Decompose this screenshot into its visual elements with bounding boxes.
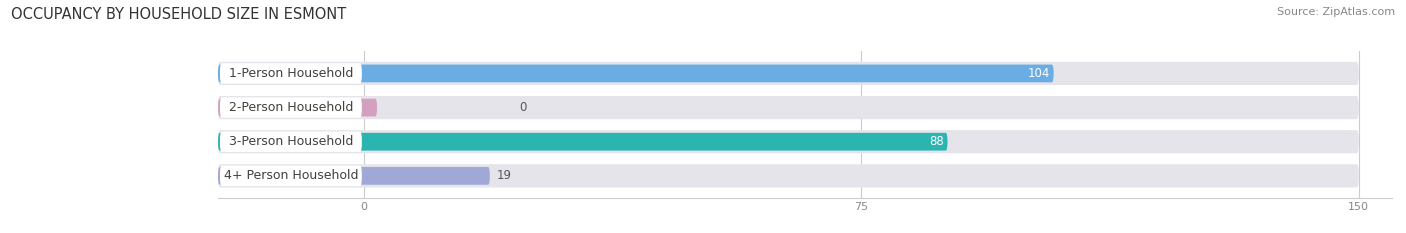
- FancyBboxPatch shape: [218, 130, 1358, 153]
- Text: 2-Person Household: 2-Person Household: [229, 101, 353, 114]
- Text: 1-Person Household: 1-Person Household: [229, 67, 353, 80]
- Text: 19: 19: [496, 169, 512, 182]
- FancyBboxPatch shape: [219, 97, 361, 118]
- FancyBboxPatch shape: [218, 99, 377, 116]
- FancyBboxPatch shape: [218, 62, 1358, 85]
- FancyBboxPatch shape: [218, 96, 1358, 119]
- FancyBboxPatch shape: [218, 65, 1053, 82]
- Text: Source: ZipAtlas.com: Source: ZipAtlas.com: [1277, 7, 1395, 17]
- FancyBboxPatch shape: [218, 164, 1358, 188]
- FancyBboxPatch shape: [219, 131, 361, 152]
- Text: 3-Person Household: 3-Person Household: [229, 135, 353, 148]
- Text: 0: 0: [520, 101, 527, 114]
- Text: 88: 88: [929, 135, 945, 148]
- Text: 4+ Person Household: 4+ Person Household: [224, 169, 359, 182]
- FancyBboxPatch shape: [219, 63, 361, 84]
- FancyBboxPatch shape: [218, 167, 489, 185]
- FancyBboxPatch shape: [219, 166, 361, 186]
- Text: 104: 104: [1028, 67, 1050, 80]
- FancyBboxPatch shape: [218, 133, 948, 151]
- Text: OCCUPANCY BY HOUSEHOLD SIZE IN ESMONT: OCCUPANCY BY HOUSEHOLD SIZE IN ESMONT: [11, 7, 346, 22]
